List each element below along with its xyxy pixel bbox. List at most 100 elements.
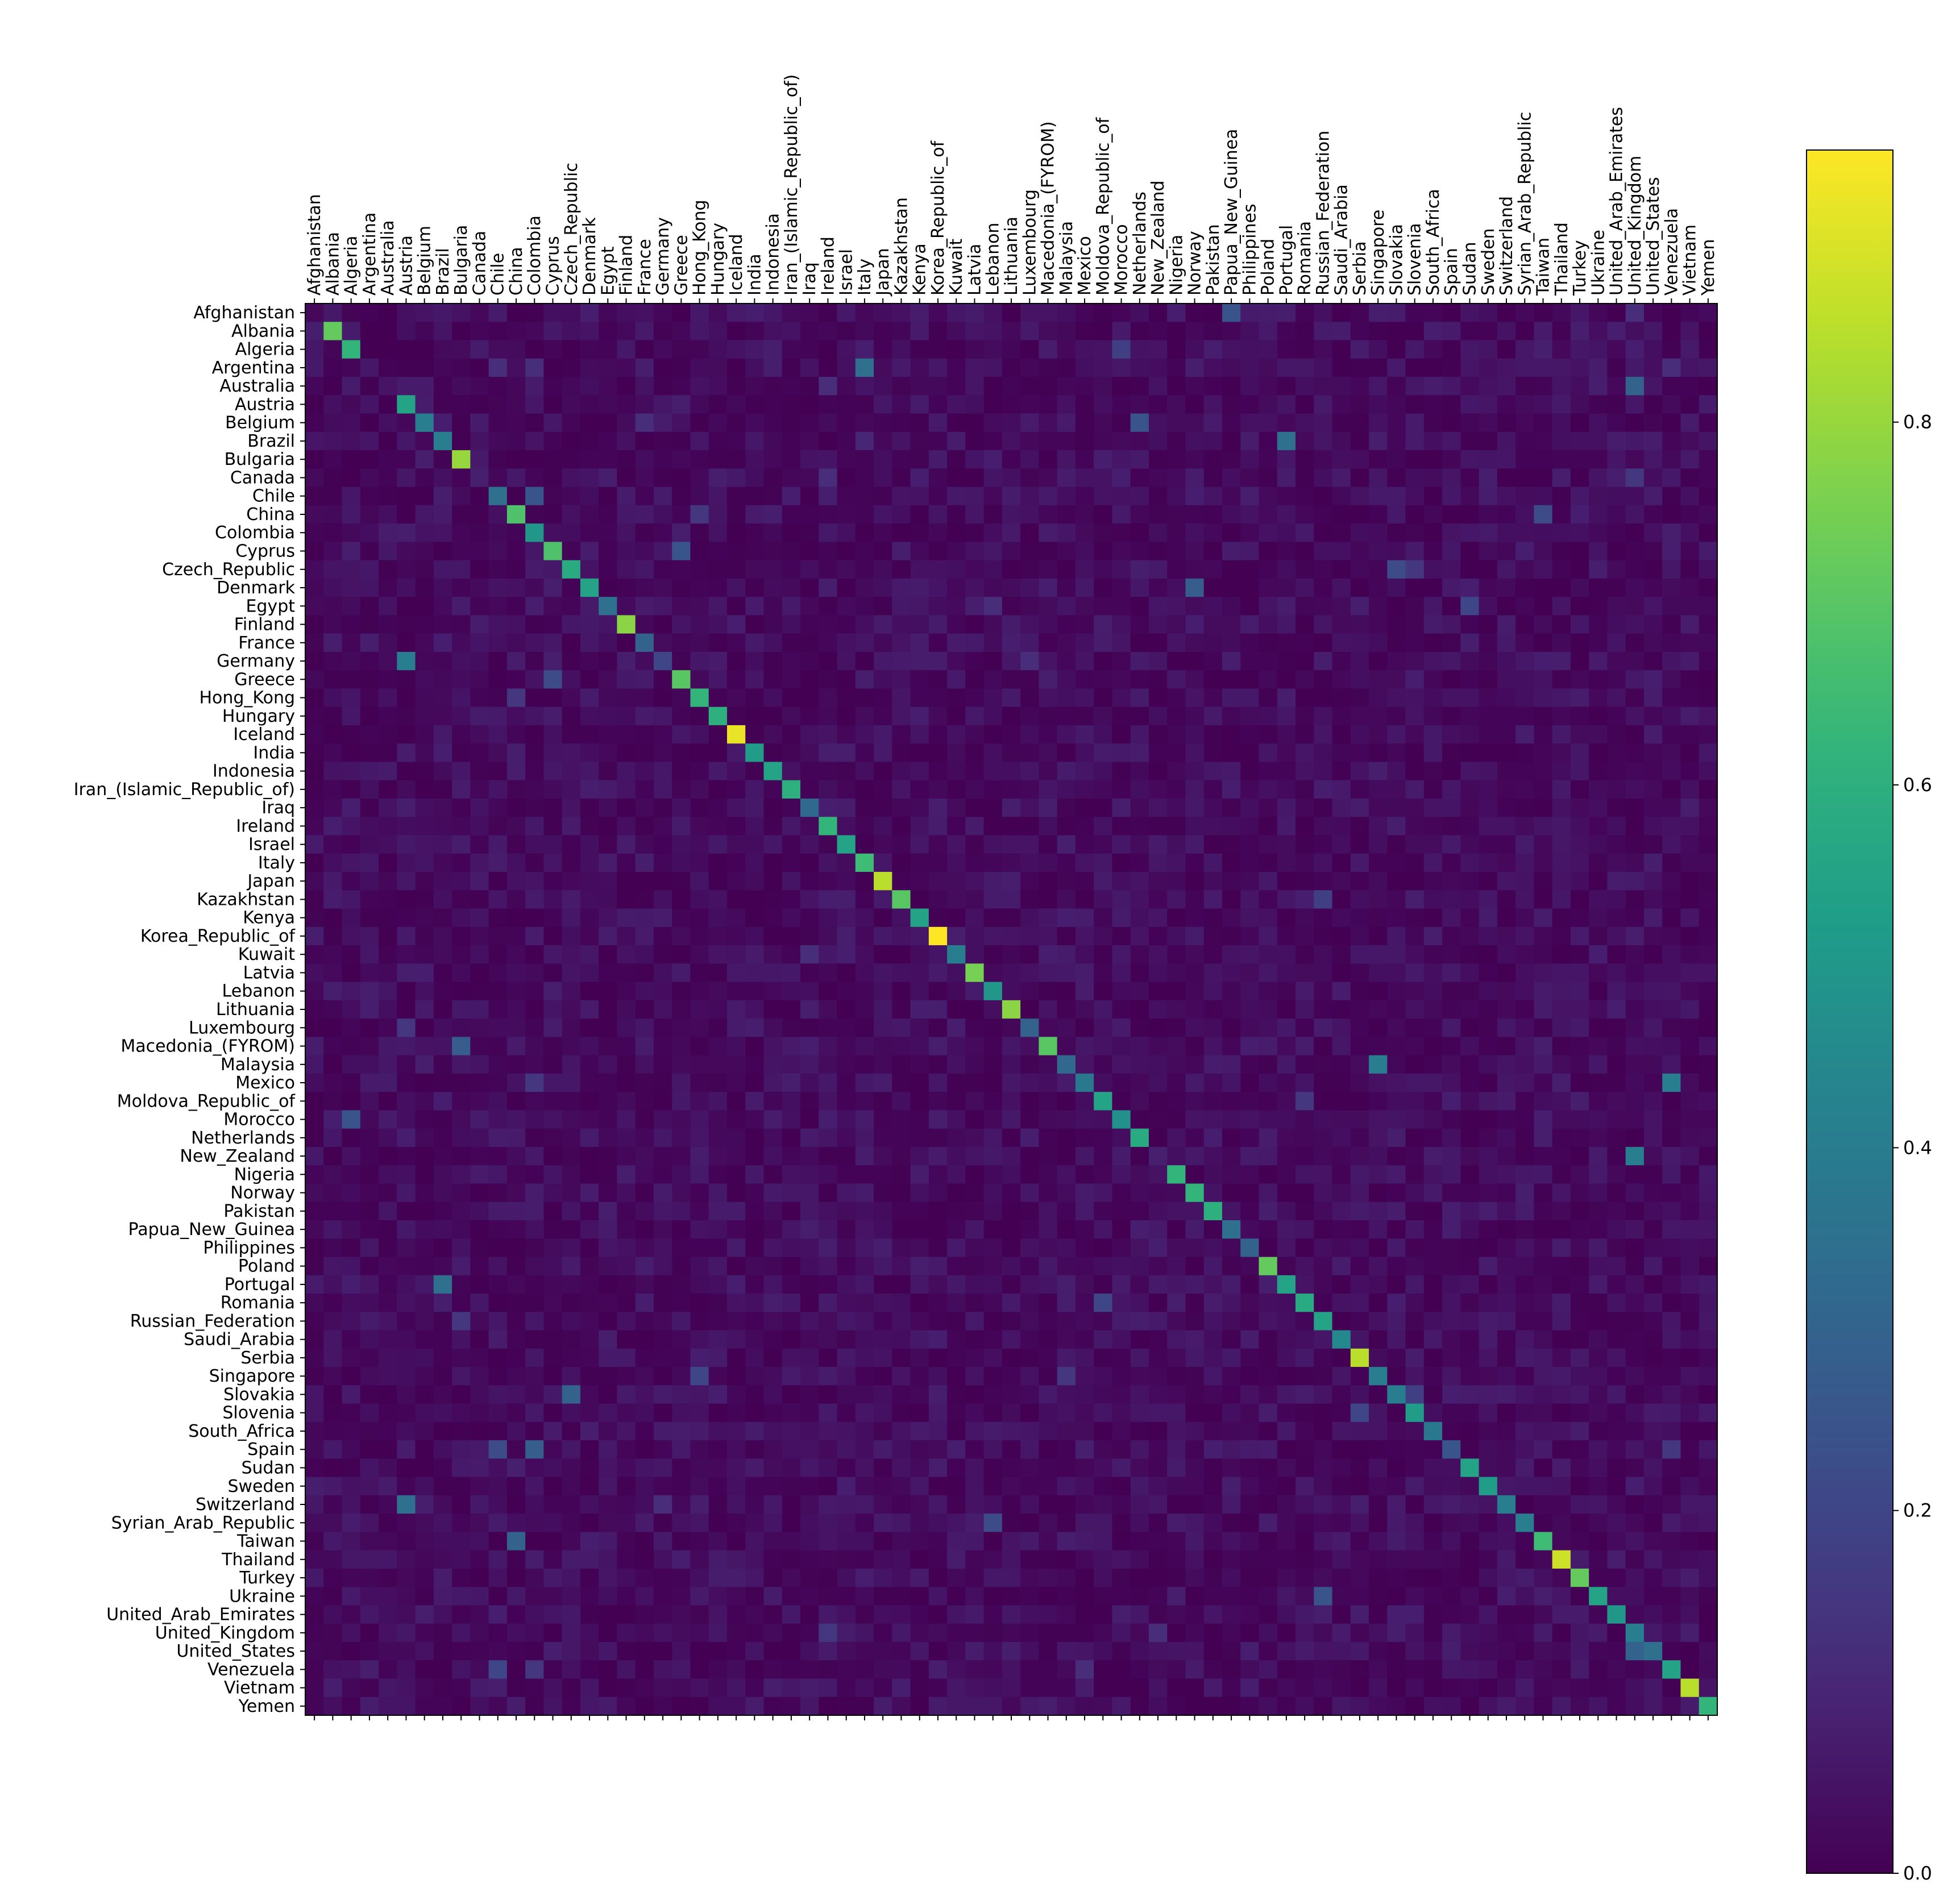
heatmap-cell <box>745 1128 765 1148</box>
heatmap-cell <box>1552 872 1571 891</box>
heatmap-cell <box>1680 560 1700 579</box>
heatmap-cell <box>910 615 929 634</box>
heatmap-cell <box>1534 340 1553 359</box>
heatmap-cell <box>1240 431 1260 451</box>
heatmap-cell <box>1570 340 1589 359</box>
heatmap-cell <box>892 1092 911 1111</box>
heatmap-cell <box>947 651 966 671</box>
heatmap-cell <box>1185 358 1205 377</box>
heatmap-cell <box>763 799 783 817</box>
heatmap-cell <box>323 926 343 946</box>
heatmap-cell <box>379 413 397 433</box>
heatmap-cell <box>415 1330 434 1349</box>
heatmap-cell <box>1240 468 1260 488</box>
heatmap-cell <box>726 762 746 781</box>
heatmap-cell <box>690 1037 709 1056</box>
heatmap-cell <box>1387 1421 1406 1441</box>
heatmap-cell <box>837 908 856 928</box>
heatmap-cell <box>910 926 929 946</box>
heatmap-cell <box>635 1183 654 1203</box>
heatmap-cell <box>874 468 892 488</box>
heatmap-cell <box>726 1477 746 1496</box>
heatmap-cell <box>1332 688 1351 708</box>
heatmap-cell <box>1332 1477 1351 1496</box>
heatmap-cell <box>580 817 599 836</box>
heatmap-cell <box>562 908 581 928</box>
heatmap-cell <box>1552 1238 1571 1258</box>
heatmap-cell <box>1203 1018 1223 1037</box>
heatmap-cell <box>635 450 654 469</box>
heatmap-cell <box>690 780 709 799</box>
heatmap-cell <box>1515 799 1534 817</box>
heatmap-cell <box>763 890 783 909</box>
heatmap-cell <box>379 945 397 964</box>
heatmap-cell <box>1002 1183 1021 1203</box>
heatmap-cell <box>874 1055 892 1074</box>
heatmap-cell <box>1662 1018 1681 1037</box>
heatmap-cell <box>1405 1275 1425 1294</box>
heatmap-cell <box>1350 340 1369 359</box>
heatmap-cell <box>965 1257 985 1276</box>
heatmap-cell <box>360 1183 379 1203</box>
heatmap-cell <box>782 1146 801 1166</box>
heatmap-cell <box>1002 1110 1021 1129</box>
heatmap-cell <box>1405 450 1425 469</box>
heatmap-cell <box>745 413 765 433</box>
heatmap-cell <box>1148 1146 1168 1166</box>
heatmap-cell <box>323 322 343 341</box>
heatmap-cell <box>1002 1403 1021 1423</box>
heatmap-cell <box>1515 413 1534 433</box>
heatmap-cell <box>1148 1275 1168 1294</box>
heatmap-cell <box>1039 358 1058 377</box>
heatmap-cell <box>947 523 966 542</box>
heatmap-cell <box>415 523 434 542</box>
heatmap-cell <box>892 982 911 1001</box>
heatmap-cell <box>1442 1421 1461 1441</box>
heatmap-cell <box>1405 1403 1425 1423</box>
heatmap-cell <box>342 615 361 634</box>
heatmap-cell <box>1277 340 1296 359</box>
heatmap-cell <box>1148 1440 1168 1459</box>
heatmap-cell <box>1075 799 1094 817</box>
heatmap-cell <box>1442 468 1461 488</box>
heatmap-cell <box>1369 835 1388 854</box>
heatmap-cell <box>1570 413 1589 433</box>
heatmap-cell <box>1350 945 1369 964</box>
heatmap-cell <box>1277 1037 1296 1056</box>
heatmap-cell <box>910 1312 929 1331</box>
heatmap-cell <box>452 1220 471 1239</box>
heatmap-cell <box>1185 431 1205 451</box>
heatmap-cell <box>1203 1294 1223 1312</box>
heatmap-cell <box>1112 780 1131 799</box>
heatmap-cell <box>653 1458 672 1478</box>
heatmap-cell <box>782 1367 801 1386</box>
heatmap-cell <box>1405 1055 1425 1074</box>
heatmap-cell <box>580 743 599 763</box>
heatmap-cell <box>1185 1000 1205 1019</box>
heatmap-cell <box>983 413 1003 433</box>
heatmap-cell <box>415 963 434 983</box>
heatmap-cell <box>1167 1440 1186 1459</box>
heatmap-cell <box>1075 1037 1094 1056</box>
heatmap-cell <box>617 799 636 817</box>
heatmap-cell <box>1479 340 1498 359</box>
heatmap-cell <box>1442 1477 1461 1496</box>
heatmap-cell <box>1039 982 1058 1001</box>
heatmap-cell <box>928 725 948 744</box>
heatmap-cell <box>965 1477 985 1496</box>
heatmap-cell <box>892 1165 911 1184</box>
heatmap-cell <box>672 1458 691 1478</box>
heatmap-cell <box>543 1348 563 1367</box>
heatmap-cell <box>928 1037 948 1056</box>
heatmap-cell <box>470 597 489 616</box>
heatmap-cell <box>1589 1165 1608 1184</box>
heatmap-cell <box>360 578 379 597</box>
heatmap-cell <box>1203 340 1223 359</box>
heatmap-cell <box>1277 1421 1296 1441</box>
heatmap-cell <box>1497 890 1516 909</box>
heatmap-cell <box>323 615 343 634</box>
heatmap-cell <box>1515 890 1534 909</box>
heatmap-cell <box>506 1165 526 1184</box>
heatmap-cell <box>1369 340 1388 359</box>
heatmap-cell <box>1552 1367 1571 1386</box>
